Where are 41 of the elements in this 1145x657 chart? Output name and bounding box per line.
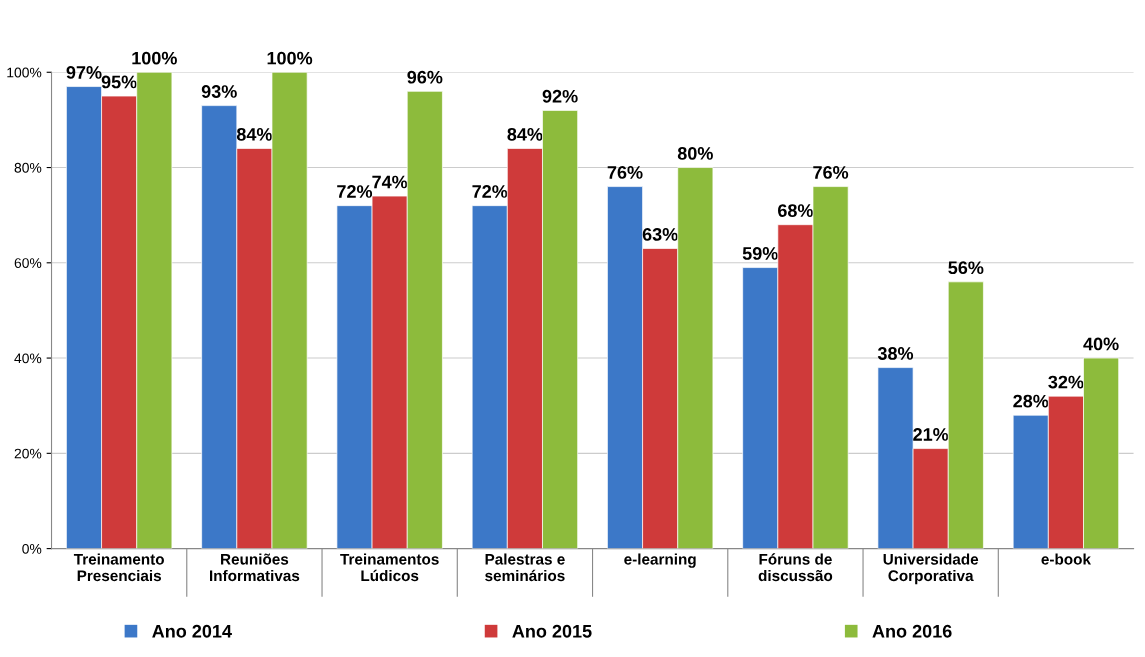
data-label: 100% — [267, 51, 313, 65]
legend-label: Ano 2014 — [152, 624, 232, 638]
x-tick-label: Palestras e seminários — [485, 553, 565, 582]
data-label: 21% — [913, 428, 949, 441]
y-tick-label: 20% — [14, 448, 42, 459]
data-label: 80% — [677, 147, 713, 160]
data-label: 68% — [778, 204, 814, 217]
data-label: 72% — [337, 185, 373, 198]
data-label: 63% — [642, 227, 678, 241]
data-label: 84% — [236, 127, 272, 141]
data-label: 84% — [507, 127, 543, 141]
x-tick-label: Reuniões Informativas — [210, 553, 300, 582]
x-tick-label: Treinamento Presenciais — [73, 553, 164, 582]
data-label: 97% — [66, 66, 102, 79]
y-tick-label: 80% — [14, 162, 42, 173]
y-tick-label: 100% — [7, 67, 42, 78]
data-label: 32% — [1048, 375, 1084, 389]
data-label: 72% — [472, 185, 508, 198]
x-tick-label: Treinamentos Lúdicos — [340, 553, 439, 582]
legend-label: Ano 2016 — [872, 624, 952, 638]
x-tick-label: e-book — [1041, 553, 1091, 565]
data-label: 96% — [407, 70, 443, 84]
x-tick-label: Universidade Corporativa — [883, 553, 979, 585]
data-label: 93% — [201, 85, 237, 98]
y-tick-label: 60% — [14, 258, 42, 268]
x-tick-label: e-learning — [624, 553, 696, 568]
data-label: 38% — [877, 347, 914, 360]
data-label: 92% — [542, 89, 578, 103]
data-label: 76% — [607, 166, 643, 179]
data-label: 100% — [132, 51, 177, 65]
legend-label: Ano 2015 — [512, 624, 592, 638]
data-label: 40% — [1083, 337, 1119, 351]
y-tick-label: 0% — [22, 543, 42, 554]
y-tick-label: 40% — [14, 353, 42, 364]
data-label: 28% — [1013, 394, 1049, 408]
data-label: 56% — [948, 261, 984, 275]
data-label: 59% — [742, 247, 778, 260]
data-label: 95% — [101, 75, 137, 89]
data-label: 74% — [372, 175, 408, 189]
data-label: 76% — [813, 166, 849, 179]
x-tick-label: Fóruns de discussão — [758, 553, 833, 582]
